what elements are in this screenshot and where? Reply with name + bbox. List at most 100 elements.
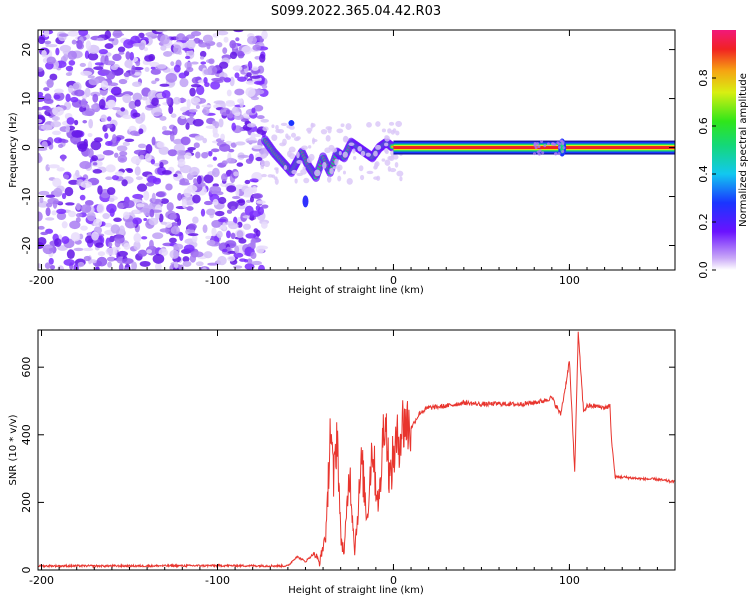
faint-blob — [384, 149, 389, 155]
noise-blob — [219, 76, 226, 81]
noise-blob — [206, 43, 211, 50]
noise-blob — [38, 118, 43, 124]
noise-blob — [85, 235, 94, 244]
spectrogram-xlabel: Height of straight line (km) — [288, 285, 424, 296]
noise-blob — [193, 178, 198, 185]
noise-blob — [242, 223, 251, 230]
colorbar-tick-label: 0.8 — [697, 69, 710, 87]
noise-blob — [134, 99, 141, 107]
noise-blob — [40, 231, 49, 236]
faint-blob — [381, 128, 387, 133]
low-freq-blob — [302, 195, 309, 208]
noise-blob — [82, 119, 88, 124]
noise-blob — [250, 240, 256, 249]
noise-blob — [226, 209, 233, 214]
noise-blob — [48, 164, 60, 169]
noise-blob — [234, 112, 241, 117]
y-tick-label: 200 — [20, 492, 33, 513]
noise-blob — [45, 194, 56, 198]
noise-blob — [148, 217, 159, 226]
noise-blob — [74, 89, 85, 97]
noise-blob — [92, 93, 99, 103]
noise-blob — [250, 131, 256, 140]
faint-blob — [376, 175, 381, 181]
noise-blob — [212, 198, 219, 206]
faint-blob — [387, 128, 392, 134]
noise-blob — [51, 210, 57, 216]
noise-blob — [229, 76, 235, 87]
noise-blob — [53, 94, 61, 100]
noise-blob — [173, 261, 179, 269]
noise-blob — [70, 232, 81, 242]
noise-blob — [138, 154, 145, 160]
faint-blob — [366, 122, 372, 128]
noise-blob — [86, 211, 96, 222]
noise-blob — [234, 72, 240, 79]
noise-blob — [172, 125, 178, 136]
noise-blob — [103, 60, 116, 66]
noise-blob — [249, 178, 259, 183]
noise-blob — [213, 100, 225, 105]
noise-blob — [192, 216, 199, 224]
noise-blob — [105, 123, 113, 129]
noise-blob — [186, 206, 194, 211]
noise-blob — [219, 143, 231, 152]
noise-blob — [152, 253, 165, 264]
colorbar-tick-label: 0.0 — [697, 261, 710, 279]
noise-blob — [202, 137, 208, 144]
faint-blob — [381, 158, 386, 162]
noise-blob — [44, 40, 52, 45]
noise-blob — [68, 60, 76, 66]
noise-blob — [113, 217, 122, 222]
noise-blob — [90, 140, 102, 151]
noise-blob — [217, 218, 227, 223]
noise-blob — [237, 154, 250, 159]
faint-blob — [399, 176, 403, 182]
noise-blob — [255, 205, 261, 212]
tone-scatter — [561, 142, 565, 146]
noise-blob — [229, 40, 237, 49]
noise-blob — [38, 225, 45, 230]
noise-blob — [81, 110, 94, 116]
noise-blob — [57, 143, 64, 149]
noise-blob — [187, 146, 196, 151]
noise-blob — [98, 99, 106, 110]
noise-blob — [94, 137, 103, 143]
noise-blob — [190, 97, 201, 104]
snr-plot: -200 -100 0 100 0 200 400 600 Height of straigh… — [8, 329, 676, 596]
noise-blob — [61, 221, 68, 229]
steady-tone-band — [393, 146, 675, 150]
noise-blob — [154, 77, 160, 82]
noise-blob — [92, 169, 103, 174]
noise-blob — [119, 150, 128, 157]
noise-blob — [117, 250, 128, 257]
noise-blob — [218, 118, 224, 128]
noise-blob — [65, 65, 74, 72]
noise-blob — [123, 39, 135, 49]
noise-blob — [139, 260, 151, 267]
noise-blob — [182, 111, 192, 116]
noise-blob — [222, 248, 228, 253]
noise-blob — [252, 193, 263, 199]
noise-blob — [133, 233, 142, 243]
noise-blob — [66, 249, 75, 260]
faint-blob — [360, 150, 366, 157]
noise-blob — [77, 261, 85, 268]
noise-blob — [244, 187, 254, 197]
noise-blob — [131, 261, 138, 270]
noise-blob — [196, 175, 202, 185]
noise-blob — [187, 223, 197, 230]
noise-blob — [187, 233, 199, 237]
noise-blob — [192, 234, 198, 243]
noise-blob — [92, 162, 98, 166]
noise-blob — [214, 121, 220, 129]
faint-blob — [327, 126, 332, 134]
noise-blob — [158, 213, 164, 223]
noise-blob — [75, 169, 80, 177]
noise-blob — [116, 145, 128, 152]
noise-blob — [173, 173, 178, 177]
noise-blob — [158, 248, 169, 257]
colorbar-tick-label: 0.4 — [697, 165, 710, 183]
noise-blob — [202, 106, 210, 116]
